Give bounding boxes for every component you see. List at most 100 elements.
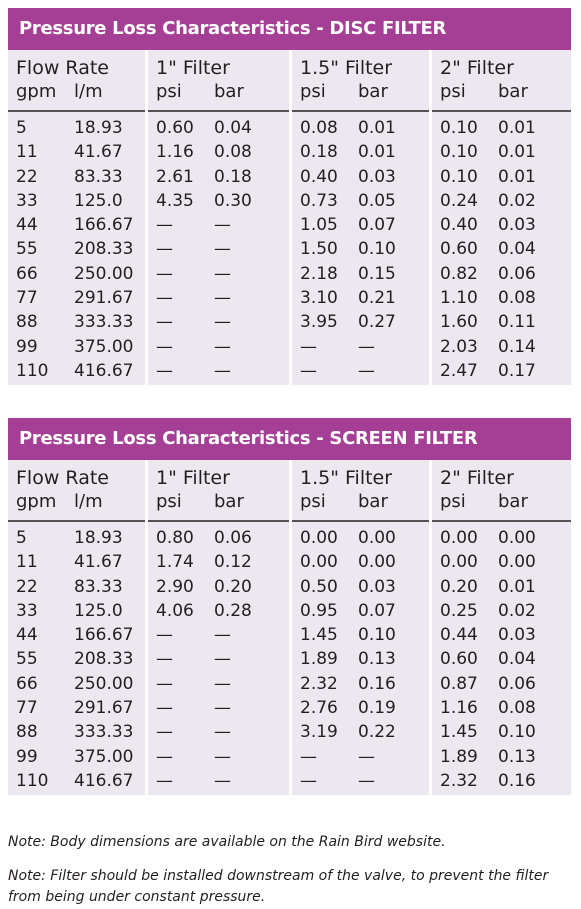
table-cell: — bbox=[214, 770, 231, 791]
table-cell: — bbox=[214, 649, 231, 670]
table-row: 55 208.33 bbox=[8, 647, 145, 671]
table-row: 0.73 0.05 bbox=[292, 189, 429, 213]
table-cell: 0.03 bbox=[358, 576, 396, 597]
table-row: — — bbox=[148, 359, 289, 383]
table-cell: 1.05 bbox=[300, 215, 338, 236]
table-cell: 0.03 bbox=[358, 166, 396, 187]
table-row: — — bbox=[148, 213, 289, 237]
table-row: 2.32 0.16 bbox=[292, 672, 429, 696]
table-row: — — bbox=[148, 286, 289, 310]
table-row: 0.44 0.03 bbox=[432, 623, 571, 647]
table-cell: 0.44 bbox=[440, 625, 478, 646]
table-row: 2.47 0.17 bbox=[432, 359, 571, 383]
table-cell: — bbox=[156, 722, 173, 743]
table-row: 0.80 0.06 bbox=[148, 526, 289, 550]
table-cell: — bbox=[214, 215, 231, 236]
table-cell: 3.95 bbox=[300, 312, 338, 333]
table-cell: 0.03 bbox=[498, 215, 536, 236]
table-cell: 83.33 bbox=[74, 576, 123, 597]
table-cell: 77 bbox=[16, 288, 38, 309]
table-cell: 0.01 bbox=[498, 576, 536, 597]
table-cell: 0.60 bbox=[156, 118, 194, 138]
table-cell: 0.40 bbox=[300, 166, 338, 187]
table-row: 1.10 0.08 bbox=[432, 286, 571, 310]
table-cell: 2.47 bbox=[440, 360, 478, 381]
filter-1-5in-column: 1.5" Filter psi bar 0.00 0.00 0.00 0.00 0.50 0… bbox=[292, 460, 432, 796]
table-row: 3.10 0.21 bbox=[292, 286, 429, 310]
table-cell: 0.00 bbox=[300, 552, 338, 573]
table-grid: Flow Rate gpm l/m 5 18.93 11 41.67 22 83.33 33 1… bbox=[8, 50, 571, 386]
table-row: 11 41.67 bbox=[8, 140, 145, 164]
table-row: 1.74 0.12 bbox=[148, 550, 289, 574]
table-cell: 41.67 bbox=[74, 552, 123, 573]
table-cell: 0.02 bbox=[498, 190, 536, 211]
table-cell: 0.01 bbox=[498, 142, 536, 163]
table-cell: 0.10 bbox=[358, 625, 396, 646]
table-row: — — bbox=[292, 359, 429, 383]
table-row: 0.40 0.03 bbox=[432, 213, 571, 237]
table-cell: 0.06 bbox=[498, 263, 536, 284]
column-title: 1" Filter bbox=[156, 57, 230, 79]
table-cell: 0.82 bbox=[440, 263, 478, 284]
table-cell: 110 bbox=[16, 770, 49, 791]
table-cell: 0.18 bbox=[214, 166, 252, 187]
filter-1in-column: 1" Filter psi bar 0.60 0.04 1.16 0.08 2.61 0.1… bbox=[148, 50, 292, 386]
table-row: 5 18.93 bbox=[8, 116, 145, 140]
table-cell: 208.33 bbox=[74, 239, 134, 260]
table-row: — — bbox=[148, 696, 289, 720]
table-cell: 0.16 bbox=[498, 770, 536, 791]
table-row: 11 41.67 bbox=[8, 550, 145, 574]
table-cell: 250.00 bbox=[74, 673, 134, 694]
table-row: 0.18 0.01 bbox=[292, 140, 429, 164]
table-cell: 4.06 bbox=[156, 600, 194, 621]
table-row: 1.89 0.13 bbox=[432, 745, 571, 769]
table-row: 2.18 0.15 bbox=[292, 262, 429, 286]
table-cell: 0.25 bbox=[440, 600, 478, 621]
disc-filter-table: Pressure Loss Characteristics - DISC FIL… bbox=[8, 8, 571, 386]
unit-label: psi bbox=[440, 81, 466, 102]
table-cell: 0.08 bbox=[498, 698, 536, 719]
table-cell: — bbox=[156, 360, 173, 381]
table-row: 1.50 0.10 bbox=[292, 237, 429, 261]
table-row: 0.82 0.06 bbox=[432, 262, 571, 286]
column-header: Flow Rate gpm l/m bbox=[8, 460, 145, 522]
table-row: 0.25 0.02 bbox=[432, 599, 571, 623]
table-cell: — bbox=[214, 239, 231, 260]
table-cell: — bbox=[300, 770, 317, 791]
column-body: 5 18.93 11 41.67 22 83.33 33 125.0 44 166.67 55 208… bbox=[8, 522, 145, 795]
table-row: — — bbox=[148, 769, 289, 793]
column-body: 0.10 0.01 0.10 0.01 0.10 0.01 0.24 0.02 0.40 0.03… bbox=[432, 112, 571, 385]
table-cell: 0.01 bbox=[498, 118, 536, 138]
table-cell: — bbox=[156, 746, 173, 767]
table-cell: 1.50 bbox=[300, 239, 338, 260]
table-row: 5 18.93 bbox=[8, 526, 145, 550]
table-cell: — bbox=[358, 770, 375, 791]
note-filter-install: Note: Filter should be installed downstr… bbox=[8, 868, 549, 905]
table-cell: — bbox=[214, 288, 231, 309]
table-cell: 0.80 bbox=[156, 528, 194, 548]
table-cell: — bbox=[156, 215, 173, 236]
table-cell: — bbox=[358, 360, 375, 381]
table-title: Pressure Loss Characteristics - SCREEN F… bbox=[8, 418, 571, 460]
table-cell: 0.00 bbox=[440, 552, 478, 573]
table-cell: 77 bbox=[16, 698, 38, 719]
table-cell: 99 bbox=[16, 336, 38, 357]
table-row: 0.50 0.03 bbox=[292, 575, 429, 599]
table-cell: 1.60 bbox=[440, 312, 478, 333]
table-cell: 22 bbox=[16, 576, 38, 597]
table-row: 0.10 0.01 bbox=[432, 140, 571, 164]
unit-label: gpm bbox=[16, 81, 57, 102]
table-cell: 1.16 bbox=[440, 698, 478, 719]
table-cell: 3.10 bbox=[300, 288, 338, 309]
table-row: — — bbox=[148, 623, 289, 647]
table-cell: 2.32 bbox=[300, 673, 338, 694]
table-cell: 0.00 bbox=[358, 552, 396, 573]
table-cell: 2.32 bbox=[440, 770, 478, 791]
table-cell: 0.00 bbox=[498, 552, 536, 573]
unit-label: gpm bbox=[16, 491, 57, 512]
column-header: 1.5" Filter psi bar bbox=[292, 50, 429, 112]
unit-label: l/m bbox=[74, 491, 103, 512]
table-cell: 208.33 bbox=[74, 649, 134, 670]
table-cell: 0.28 bbox=[214, 600, 252, 621]
column-title: 2" Filter bbox=[440, 57, 514, 79]
